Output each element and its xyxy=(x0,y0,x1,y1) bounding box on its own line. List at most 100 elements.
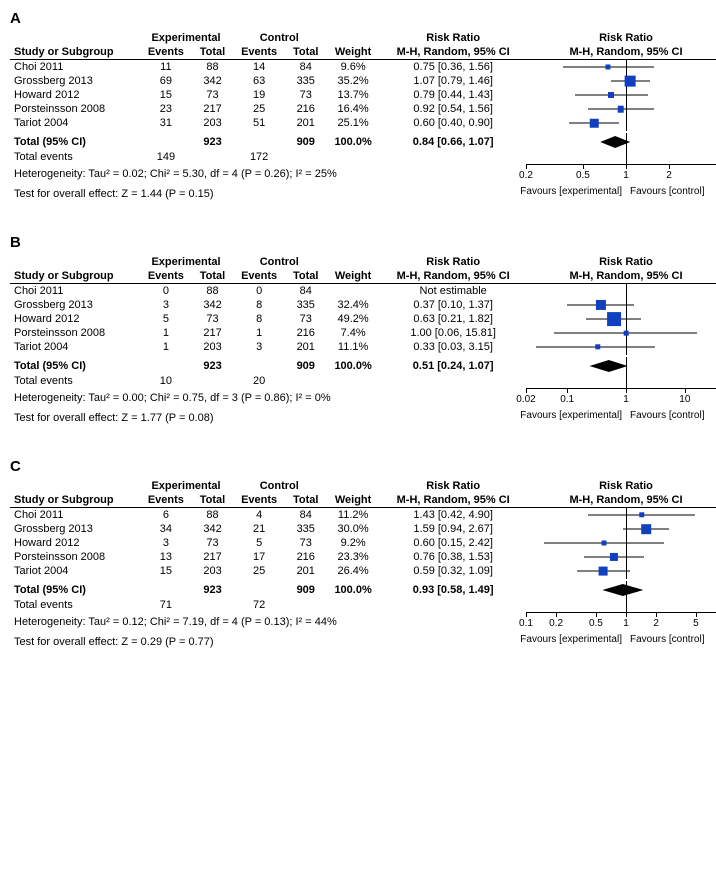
study-cell: Porsteinsson 2008 xyxy=(10,550,139,564)
row-plot xyxy=(526,88,716,102)
table-row: Porsteinsson 2008132171721623.3%0.76 [0.… xyxy=(10,550,716,564)
axis-cell: 0.20.5125Favours [experimental]Favours [… xyxy=(526,164,716,204)
total-events-label: Total events xyxy=(10,150,139,164)
rr-cell: 0.33 [0.03, 3.15] xyxy=(380,340,526,354)
header-cell: Risk Ratio xyxy=(380,31,526,45)
header-top: ExperimentalControlRisk RatioRisk Ratio xyxy=(10,255,716,269)
study-cell: Howard 2012 xyxy=(10,88,139,102)
axis-tick xyxy=(526,388,527,393)
axis-tick-label: 2 xyxy=(653,618,659,629)
study-cell: Choi 2011 xyxy=(10,60,139,75)
axis-baseline xyxy=(526,164,716,165)
weight-cell: 26.4% xyxy=(326,564,380,578)
plot-cell xyxy=(526,358,716,374)
axis-cell: 0.020.111050Favours [experimental]Favour… xyxy=(526,388,716,428)
panel-label: C xyxy=(10,458,716,475)
header-bot: Study or SubgroupEventsTotalEventsTotalW… xyxy=(10,269,716,284)
total-ctl: 909 xyxy=(286,358,326,374)
weight-cell: 49.2% xyxy=(326,312,380,326)
events-exp: 15 xyxy=(139,564,192,578)
header-cell: Weight xyxy=(326,45,380,60)
total-ctl: 335 xyxy=(286,74,326,88)
events-ctl: 25 xyxy=(233,564,286,578)
total-ctl: 216 xyxy=(286,550,326,564)
heterogeneity-row: Heterogeneity: Tau² = 0.12; Chi² = 7.19,… xyxy=(10,612,716,632)
axis-tick xyxy=(626,612,627,617)
forest-table: ExperimentalControlRisk RatioRisk RatioS… xyxy=(10,31,716,204)
row-plot xyxy=(526,374,716,388)
header-cell: Control xyxy=(233,31,326,45)
forest-plot-figure: A ExperimentalControlRisk RatioRisk Ratio… xyxy=(10,10,716,652)
study-cell: Porsteinsson 2008 xyxy=(10,326,139,340)
header-cell: M-H, Random, 95% CI xyxy=(526,45,716,60)
header-cell: Events xyxy=(233,493,286,508)
events-ctl: 14 xyxy=(233,60,286,75)
plot-cell xyxy=(526,508,716,523)
axis-tick xyxy=(583,164,584,169)
panel-A: AExperimentalControlRisk RatioRisk Ratio… xyxy=(10,10,716,204)
weight-cell: 32.4% xyxy=(326,298,380,312)
total-ctl: 73 xyxy=(286,88,326,102)
table-row: Howard 201257387349.2%0.63 [0.21, 1.82] xyxy=(10,312,716,326)
table-row: Choi 2011088084Not estimable xyxy=(10,284,716,299)
events-ctl: 8 xyxy=(233,298,286,312)
favours-ctl-label: Favours [control] xyxy=(630,186,704,197)
axis-tick-label: 1 xyxy=(623,170,629,181)
row-plot xyxy=(526,564,716,578)
study-cell: Tariot 2004 xyxy=(10,564,139,578)
events-ctl: 8 xyxy=(233,312,286,326)
total-exp: 203 xyxy=(192,564,232,578)
weight-cell: 23.3% xyxy=(326,550,380,564)
plot-cell xyxy=(526,598,716,612)
events-ctl: 51 xyxy=(233,116,286,130)
table-row: Choi 2011118814849.6%0.75 [0.36, 1.56] xyxy=(10,60,716,75)
study-cell: Choi 2011 xyxy=(10,284,139,299)
events-exp: 1 xyxy=(139,340,192,354)
total-label: Total (95% CI) xyxy=(10,582,139,598)
point-marker xyxy=(641,524,651,534)
point-marker xyxy=(599,567,608,576)
favours-exp-label: Favours [experimental] xyxy=(520,410,622,421)
header-cell: Events xyxy=(139,45,192,60)
total-exp: 203 xyxy=(192,116,232,130)
header-cell: Total xyxy=(192,269,232,284)
axis-tick-label: 0.1 xyxy=(519,618,533,629)
panel-label: A xyxy=(10,10,716,27)
panel-C: CExperimentalControlRisk RatioRisk Ratio… xyxy=(10,458,716,652)
total-exp: 203 xyxy=(192,340,232,354)
events-ctl: 25 xyxy=(233,102,286,116)
study-cell: Howard 2012 xyxy=(10,536,139,550)
total-exp: 88 xyxy=(192,508,232,523)
diamond-icon xyxy=(526,358,716,374)
null-line xyxy=(626,115,627,131)
row-plot xyxy=(526,340,716,354)
rr-cell: 0.37 [0.10, 1.37] xyxy=(380,298,526,312)
header-cell: Events xyxy=(233,269,286,284)
row-plot xyxy=(526,298,716,312)
header-cell: Study or Subgroup xyxy=(10,45,139,60)
total-rr: 0.51 [0.24, 1.07] xyxy=(380,358,526,374)
null-line xyxy=(626,596,627,612)
total-exp: 88 xyxy=(192,60,232,75)
total-ctl: 84 xyxy=(286,60,326,75)
events-exp-total: 149 xyxy=(139,150,192,164)
axis-tick xyxy=(669,164,670,169)
total-exp: 217 xyxy=(192,326,232,340)
weight-cell: 11.2% xyxy=(326,508,380,523)
header-cell xyxy=(10,31,139,45)
rr-cell: 0.75 [0.36, 1.56] xyxy=(380,60,526,75)
point-marker xyxy=(601,540,606,545)
axis-tick-label: 0.5 xyxy=(576,170,590,181)
header-cell: Weight xyxy=(326,269,380,284)
row-plot xyxy=(526,60,716,74)
axis-tick xyxy=(556,612,557,617)
events-ctl: 21 xyxy=(233,522,286,536)
plot-cell xyxy=(526,564,716,578)
events-ctl: 0 xyxy=(233,284,286,299)
total-exp: 342 xyxy=(192,74,232,88)
axis-baseline xyxy=(526,388,716,389)
weight-cell: 13.7% xyxy=(326,88,380,102)
events-exp: 1 xyxy=(139,326,192,340)
heterogeneity-row: Heterogeneity: Tau² = 0.02; Chi² = 5.30,… xyxy=(10,164,716,184)
total-label: Total (95% CI) xyxy=(10,358,139,374)
